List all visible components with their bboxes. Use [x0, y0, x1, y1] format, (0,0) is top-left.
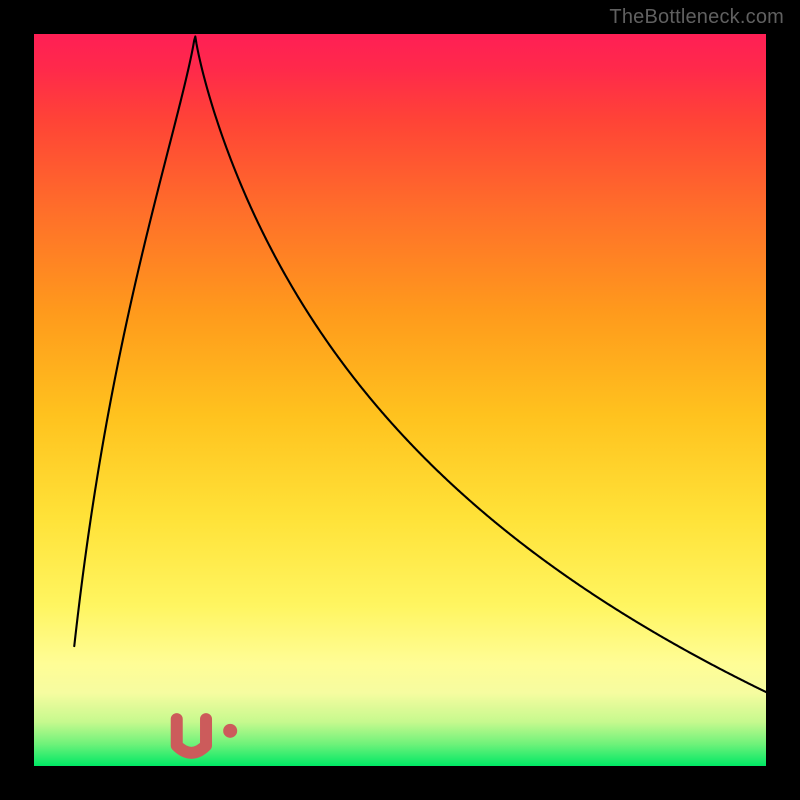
accent-dot: [223, 724, 237, 738]
plot-area: [34, 34, 766, 766]
curve-polyline: [74, 37, 766, 693]
watermark-text: TheBottleneck.com: [609, 6, 784, 29]
bottleneck-curve: [34, 34, 766, 766]
u-marker: [177, 719, 206, 753]
